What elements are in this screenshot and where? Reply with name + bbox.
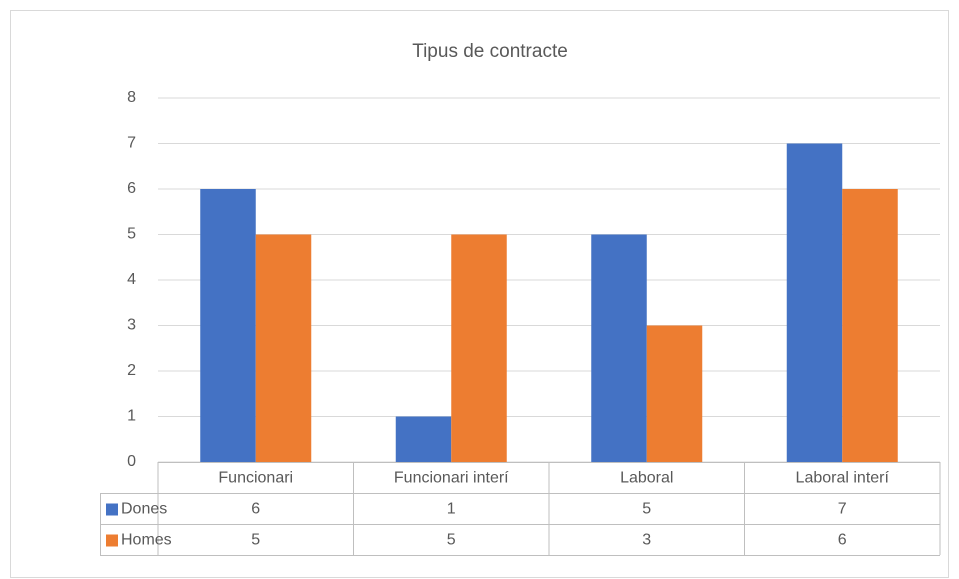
y-tick-label: 3 <box>127 317 136 334</box>
legend-label: Homes <box>121 532 172 549</box>
bar <box>200 189 256 462</box>
bar <box>786 143 843 462</box>
bar <box>451 234 507 462</box>
bar <box>842 189 898 462</box>
table-value: 5 <box>447 532 456 549</box>
chart-title: Tipus de contracte <box>412 41 568 62</box>
legend-key <box>106 534 118 547</box>
bar <box>646 325 703 462</box>
bar <box>395 416 452 462</box>
table-value: 5 <box>251 532 260 549</box>
x-tick-label: Funcionari <box>218 470 293 487</box>
y-tick-label: 8 <box>127 89 136 106</box>
x-tick-label: Laboral <box>620 470 673 487</box>
y-tick-label: 7 <box>127 135 136 152</box>
table-value: 6 <box>838 532 847 549</box>
x-tick-label: Funcionari interí <box>394 470 509 487</box>
y-tick-label: 1 <box>127 408 136 425</box>
bar <box>255 234 312 462</box>
legend-label: Dones <box>121 501 167 518</box>
legend-key <box>106 503 118 516</box>
y-tick-label: 6 <box>127 180 136 197</box>
table-value: 5 <box>642 501 651 518</box>
y-tick-label: 2 <box>127 362 136 379</box>
y-tick-label: 5 <box>127 226 136 243</box>
x-tick-label: Laboral interí <box>796 470 890 487</box>
table-value: 1 <box>447 501 456 518</box>
bar <box>591 234 647 462</box>
table-value: 7 <box>838 501 847 518</box>
table-value: 3 <box>642 532 651 549</box>
table-value: 6 <box>251 501 260 518</box>
y-tick-label: 4 <box>127 271 136 288</box>
y-tick-label: 0 <box>127 453 136 470</box>
